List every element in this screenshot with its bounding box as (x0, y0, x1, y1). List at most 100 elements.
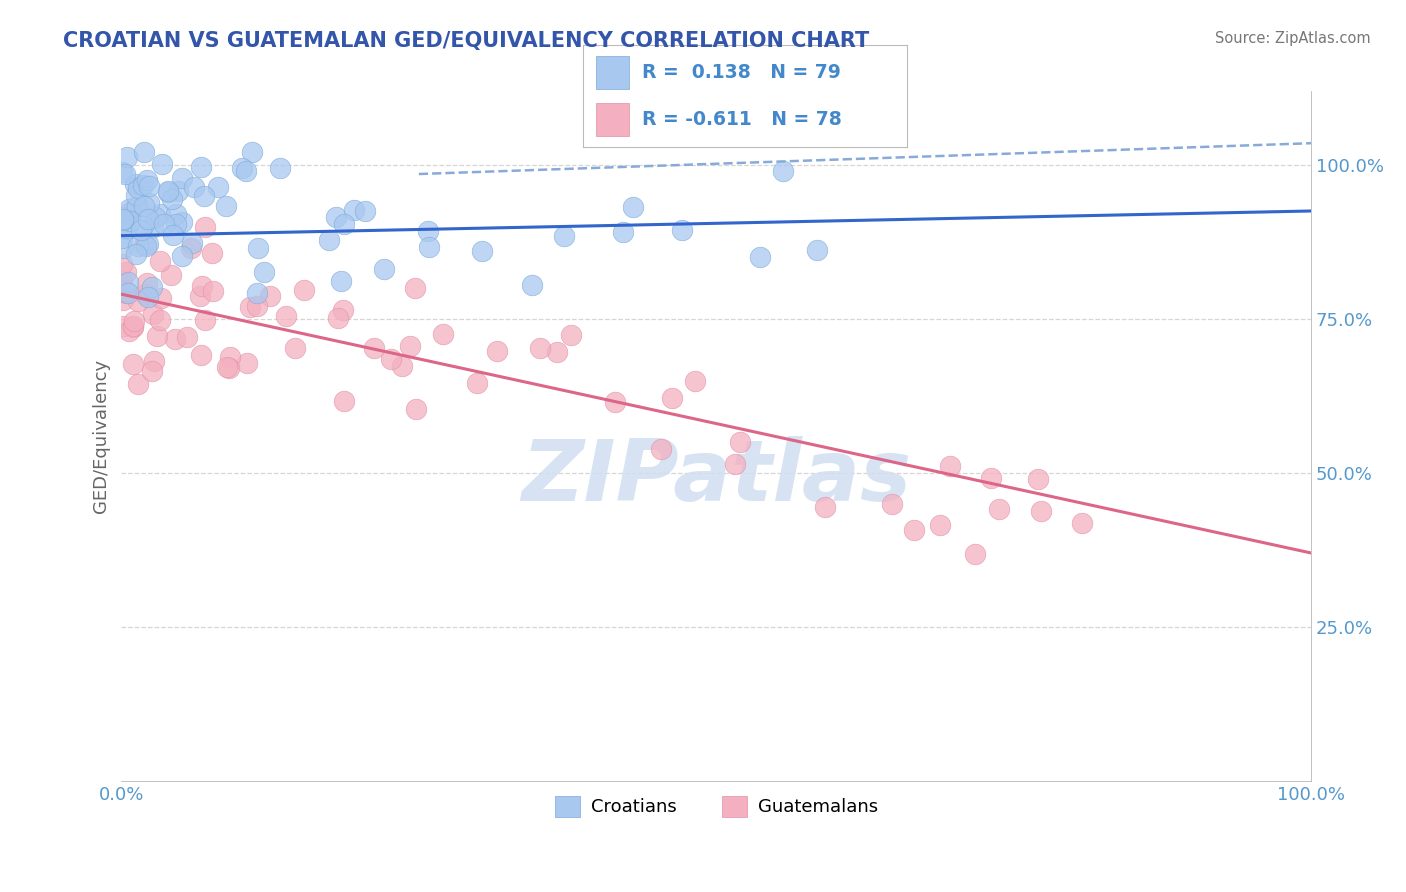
Legend: Croatians, Guatemalans: Croatians, Guatemalans (547, 789, 886, 823)
Bar (596, 103, 628, 136)
Point (218, 361, 240, 376)
Point (284, 342, 307, 356)
Point (235, 163, 257, 178)
Y-axis label: GED/Equivalency: GED/Equivalency (93, 359, 110, 513)
Point (132, 219, 155, 233)
Point (156, 184, 179, 198)
Point (150, 157, 173, 171)
Point (963, 547, 986, 561)
Point (193, 189, 215, 203)
Point (118, 324, 141, 338)
Point (132, 178, 155, 193)
Point (343, 202, 366, 217)
Bar (596, 56, 628, 88)
Point (363, 342, 385, 356)
Point (111, 213, 134, 227)
Point (129, 222, 152, 236)
Point (399, 339, 422, 353)
Point (162, 228, 184, 243)
Point (259, 289, 281, 303)
Point (191, 279, 214, 293)
Point (117, 285, 139, 300)
Point (292, 283, 315, 297)
Point (114, 284, 136, 298)
Point (231, 161, 253, 176)
Point (326, 311, 349, 326)
Point (253, 265, 276, 279)
Point (150, 292, 173, 306)
Point (522, 278, 544, 293)
Point (239, 300, 262, 314)
Point (246, 299, 269, 313)
Point (159, 268, 181, 283)
Point (987, 501, 1010, 516)
Point (136, 172, 159, 186)
Point (724, 457, 747, 471)
Point (127, 181, 149, 195)
Text: ZIPatlas: ZIPatlas (522, 436, 911, 519)
Point (269, 161, 291, 175)
Point (207, 180, 229, 194)
Point (418, 224, 440, 238)
Point (391, 359, 413, 374)
Point (276, 309, 298, 323)
Point (141, 280, 163, 294)
Point (605, 395, 627, 409)
Point (141, 364, 163, 378)
Point (170, 171, 193, 186)
Point (117, 150, 139, 164)
Point (242, 145, 264, 160)
Point (127, 239, 149, 253)
Point (121, 318, 143, 333)
Point (685, 375, 707, 389)
Point (201, 285, 224, 299)
Point (193, 220, 215, 235)
Point (138, 178, 160, 193)
Text: R =  0.138   N = 79: R = 0.138 N = 79 (641, 62, 841, 82)
Point (165, 207, 187, 221)
Point (418, 240, 440, 254)
Point (111, 165, 134, 179)
Point (111, 257, 134, 271)
Point (772, 163, 794, 178)
Point (152, 217, 174, 231)
Point (125, 247, 148, 261)
Point (612, 225, 634, 239)
Point (325, 211, 347, 225)
Point (149, 254, 172, 268)
Point (404, 281, 426, 295)
Point (115, 221, 138, 235)
Point (529, 342, 551, 356)
Point (980, 471, 1002, 485)
Point (903, 523, 925, 537)
Point (134, 286, 156, 301)
Point (111, 210, 134, 224)
Point (332, 394, 354, 409)
Point (146, 328, 169, 343)
Point (163, 332, 186, 346)
Point (183, 180, 205, 194)
Point (124, 178, 146, 192)
Point (160, 192, 183, 206)
Point (132, 199, 155, 213)
Point (190, 348, 212, 362)
Point (165, 217, 187, 231)
Point (156, 185, 179, 199)
Point (166, 184, 188, 198)
Point (127, 293, 149, 308)
Point (373, 261, 395, 276)
Point (122, 314, 145, 328)
Point (110, 231, 132, 245)
Point (190, 160, 212, 174)
Point (172, 215, 194, 229)
Point (246, 286, 269, 301)
Point (136, 290, 159, 304)
Point (176, 330, 198, 344)
Point (136, 211, 159, 226)
Point (1028, 472, 1050, 486)
Point (136, 236, 159, 251)
Point (111, 274, 134, 288)
Point (671, 223, 693, 237)
Point (247, 241, 270, 255)
Point (201, 246, 224, 260)
